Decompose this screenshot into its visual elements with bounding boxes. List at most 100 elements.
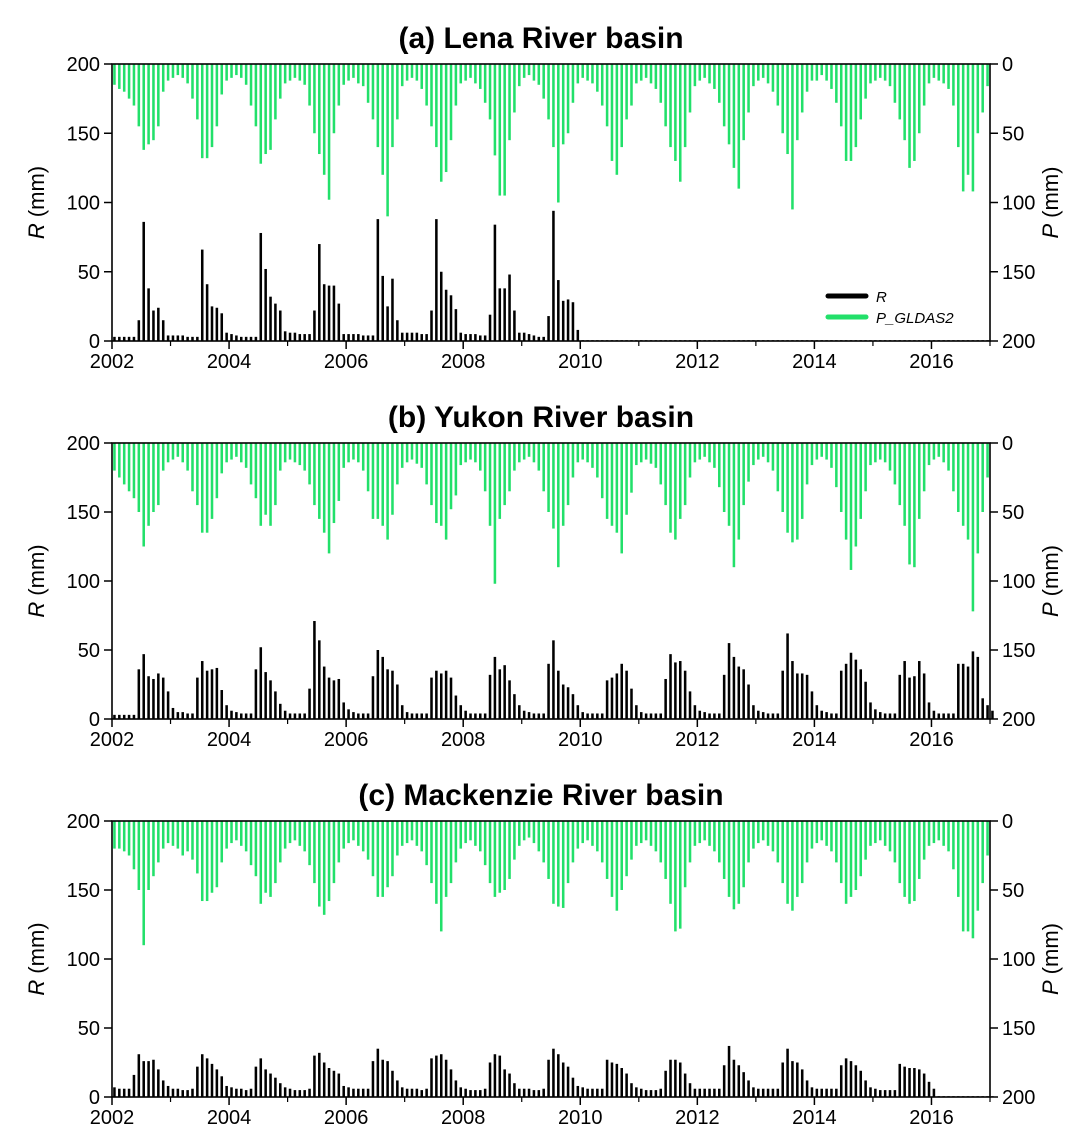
runoff-bar [430, 1058, 433, 1097]
runoff-bar [386, 669, 389, 719]
runoff-bar [308, 688, 311, 719]
precip-bar [283, 821, 287, 849]
precip-bar [635, 64, 638, 84]
runoff-bar [678, 661, 682, 719]
runoff-bar [488, 1062, 492, 1097]
runoff-bar [181, 712, 184, 719]
runoff-bar [122, 336, 126, 341]
right-tick-label: 50 [1002, 880, 1024, 902]
precip-bar [893, 443, 897, 485]
runoff-bar [474, 1090, 477, 1097]
precip-bar [308, 443, 311, 485]
runoff-bar [669, 654, 672, 719]
runoff-bar [366, 713, 370, 719]
precip-bar [869, 821, 872, 846]
precip-bar [347, 821, 350, 844]
x-tick-label: 2010 [558, 1107, 603, 1129]
precip-bar [727, 64, 731, 145]
x-tick-label: 2016 [909, 1107, 954, 1129]
precip-bar [898, 821, 902, 884]
runoff-bar [215, 307, 219, 341]
precip-bar [376, 821, 380, 897]
precip-bar [513, 64, 516, 113]
precip-bar [249, 64, 253, 106]
runoff-bar [196, 336, 199, 341]
precip-bar [488, 443, 492, 526]
precip-bar [181, 821, 184, 856]
precip-bar [279, 64, 282, 99]
runoff-bar [381, 656, 384, 719]
precip-bar [532, 821, 536, 844]
runoff-bar [439, 673, 443, 719]
right-tick-label: 150 [1002, 640, 1035, 662]
runoff-bar [220, 1076, 224, 1097]
runoff-bar [591, 713, 594, 719]
precip-bar [859, 64, 863, 120]
runoff-bar [415, 1088, 419, 1097]
precip-bar [610, 64, 614, 161]
precip-bar [186, 443, 189, 471]
runoff-bar [835, 713, 838, 719]
precip-bar [674, 443, 677, 540]
runoff-bar [474, 334, 477, 341]
x-tick-label: 2004 [207, 1107, 252, 1129]
runoff-bar [752, 705, 755, 719]
precip-bar [166, 64, 170, 81]
runoff-bar [391, 278, 394, 341]
precip-bar [766, 64, 770, 84]
precip-bar [118, 821, 121, 849]
runoff-bar [166, 1085, 170, 1097]
runoff-bar [722, 674, 726, 719]
runoff-bar [878, 1090, 882, 1097]
runoff-bar [815, 705, 819, 719]
runoff-bar [269, 296, 272, 341]
runoff-bar [239, 713, 243, 719]
x-tick-label: 2002 [90, 351, 135, 373]
precip-bar [854, 64, 858, 148]
precip-bar [415, 443, 419, 464]
runoff-bar [332, 680, 336, 719]
runoff-bar [713, 713, 716, 719]
precip-bar [883, 821, 887, 846]
runoff-bar [347, 1087, 350, 1097]
runoff-bar [381, 1059, 384, 1097]
precip-bar [474, 443, 477, 463]
precip-bar [493, 64, 497, 156]
runoff-bar [869, 1087, 872, 1097]
precip-bar [703, 821, 706, 841]
precip-bar [932, 64, 936, 78]
precip-bar [693, 821, 697, 846]
runoff-bar [303, 713, 306, 719]
precip-bar [922, 64, 926, 106]
runoff-bar [357, 334, 360, 341]
precip-bar [332, 64, 336, 134]
runoff-bar [805, 674, 809, 719]
runoff-bar [566, 1066, 570, 1097]
right-axis-symbol: P [1038, 980, 1063, 995]
precip-bar [942, 821, 945, 846]
runoff-bar [703, 1088, 706, 1097]
runoff-bar [483, 1088, 487, 1097]
runoff-bar [259, 232, 263, 341]
precip-bar [888, 443, 892, 471]
precip-bar [649, 64, 653, 84]
precip-bar [713, 821, 716, 852]
precip-bar [157, 443, 160, 506]
precip-bar [171, 443, 175, 460]
precip-bar [639, 64, 643, 81]
runoff-bar [493, 224, 497, 341]
precip-bar [596, 821, 599, 852]
runoff-bar [337, 303, 341, 341]
runoff-bar [527, 334, 531, 341]
runoff-bar [654, 713, 658, 719]
runoff-bar [586, 1088, 589, 1097]
precip-bar [259, 821, 263, 904]
precip-bar [200, 821, 204, 902]
precip-bar [669, 64, 672, 148]
runoff-bar [435, 219, 438, 341]
precip-bar [210, 443, 214, 519]
runoff-bar [425, 1088, 428, 1097]
runoff-bar [942, 713, 945, 719]
runoff-bar [800, 673, 804, 719]
precip-bar [157, 64, 160, 127]
